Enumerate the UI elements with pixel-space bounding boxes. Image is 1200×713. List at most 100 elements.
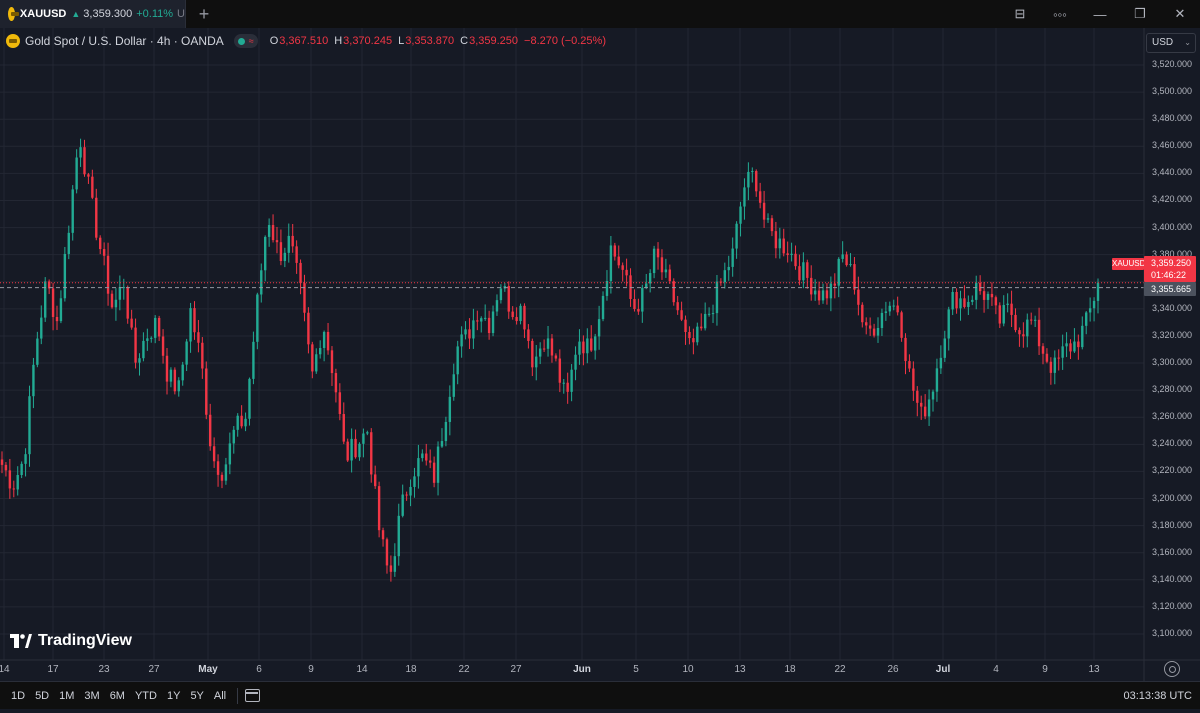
price-tick-label: 3,420.000: [1152, 194, 1193, 205]
new-tab-button[interactable]: +: [198, 4, 210, 24]
time-tick-label: Jun: [573, 664, 591, 675]
market-open-dot-icon: [237, 37, 245, 45]
candle-body: [405, 494, 408, 496]
candle-body: [28, 396, 31, 455]
price-tick-label: 3,320.000: [1152, 329, 1193, 340]
candle-body: [220, 474, 224, 481]
candle-body: [955, 291, 958, 309]
candle-body: [491, 311, 495, 334]
candle-body: [118, 287, 122, 300]
candle-body: [1077, 341, 1080, 348]
candle-body: [126, 287, 129, 319]
candle-body: [684, 319, 687, 333]
candle-body: [1073, 341, 1076, 352]
candle-body: [578, 341, 581, 355]
currency-select[interactable]: USD ⌄: [1146, 33, 1196, 53]
time-tick-label: 18: [405, 664, 417, 675]
candle-body: [994, 297, 998, 306]
candle-body: [747, 171, 750, 188]
candle-body: [436, 446, 440, 483]
candle-body: [888, 305, 891, 312]
candle-body: [397, 515, 400, 557]
tradingview-watermark[interactable]: TradingView: [10, 632, 132, 650]
candle-body: [908, 361, 911, 369]
candle-body: [499, 288, 503, 301]
candle-body: [177, 380, 180, 392]
range-6m-button[interactable]: 6M: [109, 689, 125, 702]
watermark-text: TradingView: [38, 632, 132, 649]
close-button[interactable]: ✕: [1174, 6, 1186, 21]
candle-body: [990, 293, 994, 298]
candle-body: [935, 368, 939, 392]
candle-body: [939, 357, 943, 369]
range-5d-button[interactable]: 5D: [35, 689, 50, 702]
candle-body: [232, 429, 235, 444]
candle-body: [91, 176, 94, 198]
candle-body: [821, 290, 825, 301]
utc-clock[interactable]: 03:13:38 UTC: [1123, 690, 1192, 702]
maximize-button[interactable]: ❐: [1134, 6, 1146, 21]
market-status-badge[interactable]: ≈: [233, 34, 258, 48]
candle-body: [813, 290, 817, 295]
candle-body: [570, 369, 573, 392]
candle-body: [1037, 319, 1041, 347]
symbol-tab[interactable]: XAUUSD ▲ 3,359.300 +0.11% U: [0, 0, 186, 28]
candle-body: [275, 240, 279, 243]
candle-body: [287, 235, 290, 253]
price-tick-label: 3,520.000: [1152, 59, 1193, 69]
price-tick-label: 3,340.000: [1152, 302, 1193, 313]
time-axis[interactable]: 14 17 23 27 May 6 9 14 18 22 27 Jun 5 10 13 18 22 26 Jul 4 9…: [0, 660, 1144, 680]
price-chart[interactable]: [0, 0, 1200, 681]
range-3m-button[interactable]: 3M: [84, 689, 100, 702]
price-tick-label: 3,220.000: [1152, 465, 1193, 476]
candle-body: [16, 474, 19, 490]
candle-body: [766, 218, 770, 220]
candle-body: [703, 313, 707, 329]
settings-icon[interactable]: [1164, 661, 1180, 677]
more-options-icon[interactable]: ◦◦◦: [1053, 6, 1067, 22]
range-1d-button[interactable]: 1D: [11, 689, 26, 702]
candle-body: [106, 255, 110, 294]
candle-body: [794, 253, 797, 267]
candle-body: [1026, 319, 1029, 337]
candle-body: [99, 237, 102, 250]
price-tick-label: 3,500.000: [1152, 86, 1193, 97]
candle-body: [71, 189, 74, 233]
range-5y-button[interactable]: 5Y: [190, 689, 204, 702]
candle-body: [110, 293, 114, 308]
candle-body: [354, 438, 357, 458]
range-1y-button[interactable]: 1Y: [166, 689, 181, 702]
bar-countdown: 01:46:22: [1151, 270, 1187, 280]
candle-body: [593, 336, 597, 351]
price-tick-label: 3,200.000: [1152, 492, 1193, 503]
candle-body: [299, 262, 302, 284]
candle-body: [597, 319, 601, 337]
layout-icon[interactable]: ⊟: [1014, 6, 1026, 21]
candle-body: [920, 402, 923, 407]
candle-body: [605, 280, 609, 296]
candle-body: [872, 328, 876, 336]
price-tick-label: 3,300.000: [1152, 357, 1193, 368]
price-axis[interactable]: 3,520.000 3,500.000 3,480.000 3,460.000 3,44…: [1144, 0, 1200, 660]
current-price-tag: 3,359.250 01:46:22: [1144, 256, 1196, 282]
candle-body: [193, 308, 196, 333]
candle-body: [334, 373, 338, 393]
symbol-title[interactable]: Gold Spot / U.S. Dollar · 4h · OANDA: [25, 34, 224, 48]
range-ytd-button[interactable]: YTD: [134, 689, 157, 702]
candle-body: [943, 338, 946, 358]
candle-body: [134, 327, 137, 363]
range-1m-button[interactable]: 1M: [59, 689, 75, 702]
symbol-legend: Gold Spot / U.S. Dollar · 4h · OANDA ≈ O…: [6, 34, 612, 48]
minimize-button[interactable]: —: [1093, 6, 1107, 22]
candle-body: [637, 309, 640, 312]
candle-body: [1022, 334, 1025, 337]
calendar-goto-icon[interactable]: [245, 689, 261, 702]
range-all-button[interactable]: All: [213, 689, 227, 702]
time-tick-label: 14: [0, 664, 10, 675]
candle-body: [95, 197, 98, 238]
candle-body: [825, 290, 829, 299]
candle-body: [366, 432, 369, 434]
candle-body: [346, 441, 349, 461]
candle-body: [982, 291, 986, 300]
time-tick-label: 22: [834, 664, 846, 675]
